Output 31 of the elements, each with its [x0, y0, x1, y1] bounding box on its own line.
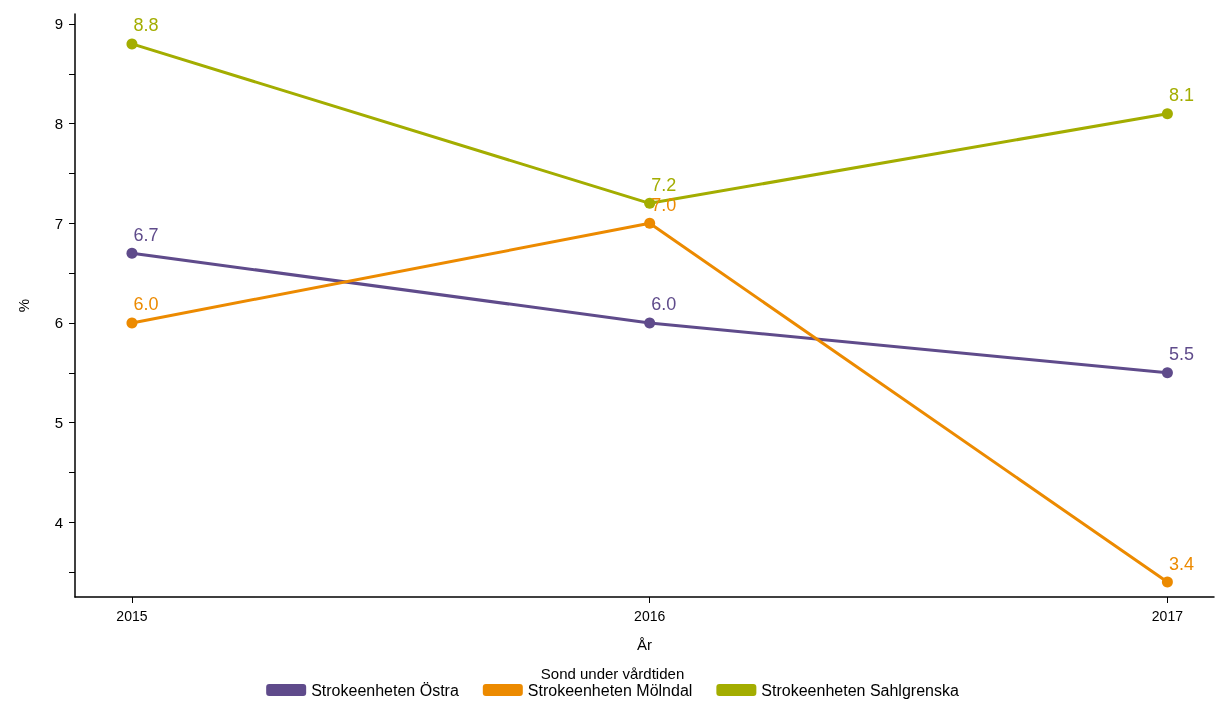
data-label: 7.2 — [651, 174, 677, 195]
x-tick-label: 2016 — [634, 608, 666, 624]
legend-label: Strokeenheten Sahlgrenska — [761, 681, 959, 699]
point — [644, 217, 656, 229]
point — [1161, 367, 1173, 379]
point — [126, 247, 138, 259]
point — [644, 317, 656, 329]
data-label: 5.5 — [1168, 344, 1194, 365]
legend-label: Strokeenheten Mölndal — [527, 681, 693, 699]
legend-label: Strokeenheten Östra — [311, 681, 459, 699]
data-label: 6.0 — [133, 294, 159, 315]
point — [1161, 576, 1173, 588]
data-label: 6.0 — [651, 294, 677, 315]
y-tick-label: 9 — [54, 15, 63, 33]
data-label: 3.4 — [1168, 553, 1194, 574]
data-label: 8.1 — [1168, 85, 1194, 106]
x-tick-label: 2017 — [1151, 608, 1184, 624]
y-tick-label: 4 — [54, 513, 63, 531]
y-tick-label: 5 — [54, 414, 63, 432]
data-label: 8.8 — [133, 15, 159, 36]
x-tick-label: 2015 — [116, 608, 148, 624]
y-axis-title: % — [15, 298, 32, 313]
x-axis-title: År — [637, 636, 652, 653]
point — [126, 317, 138, 329]
data-label: 6.7 — [133, 224, 159, 245]
y-tick-label: 7 — [54, 214, 63, 232]
legend-title: Sond under vårdtiden — [540, 665, 685, 682]
y-tick-label: 6 — [54, 314, 63, 332]
point — [1161, 108, 1173, 120]
point — [126, 38, 138, 50]
y-tick-label: 8 — [54, 115, 63, 133]
